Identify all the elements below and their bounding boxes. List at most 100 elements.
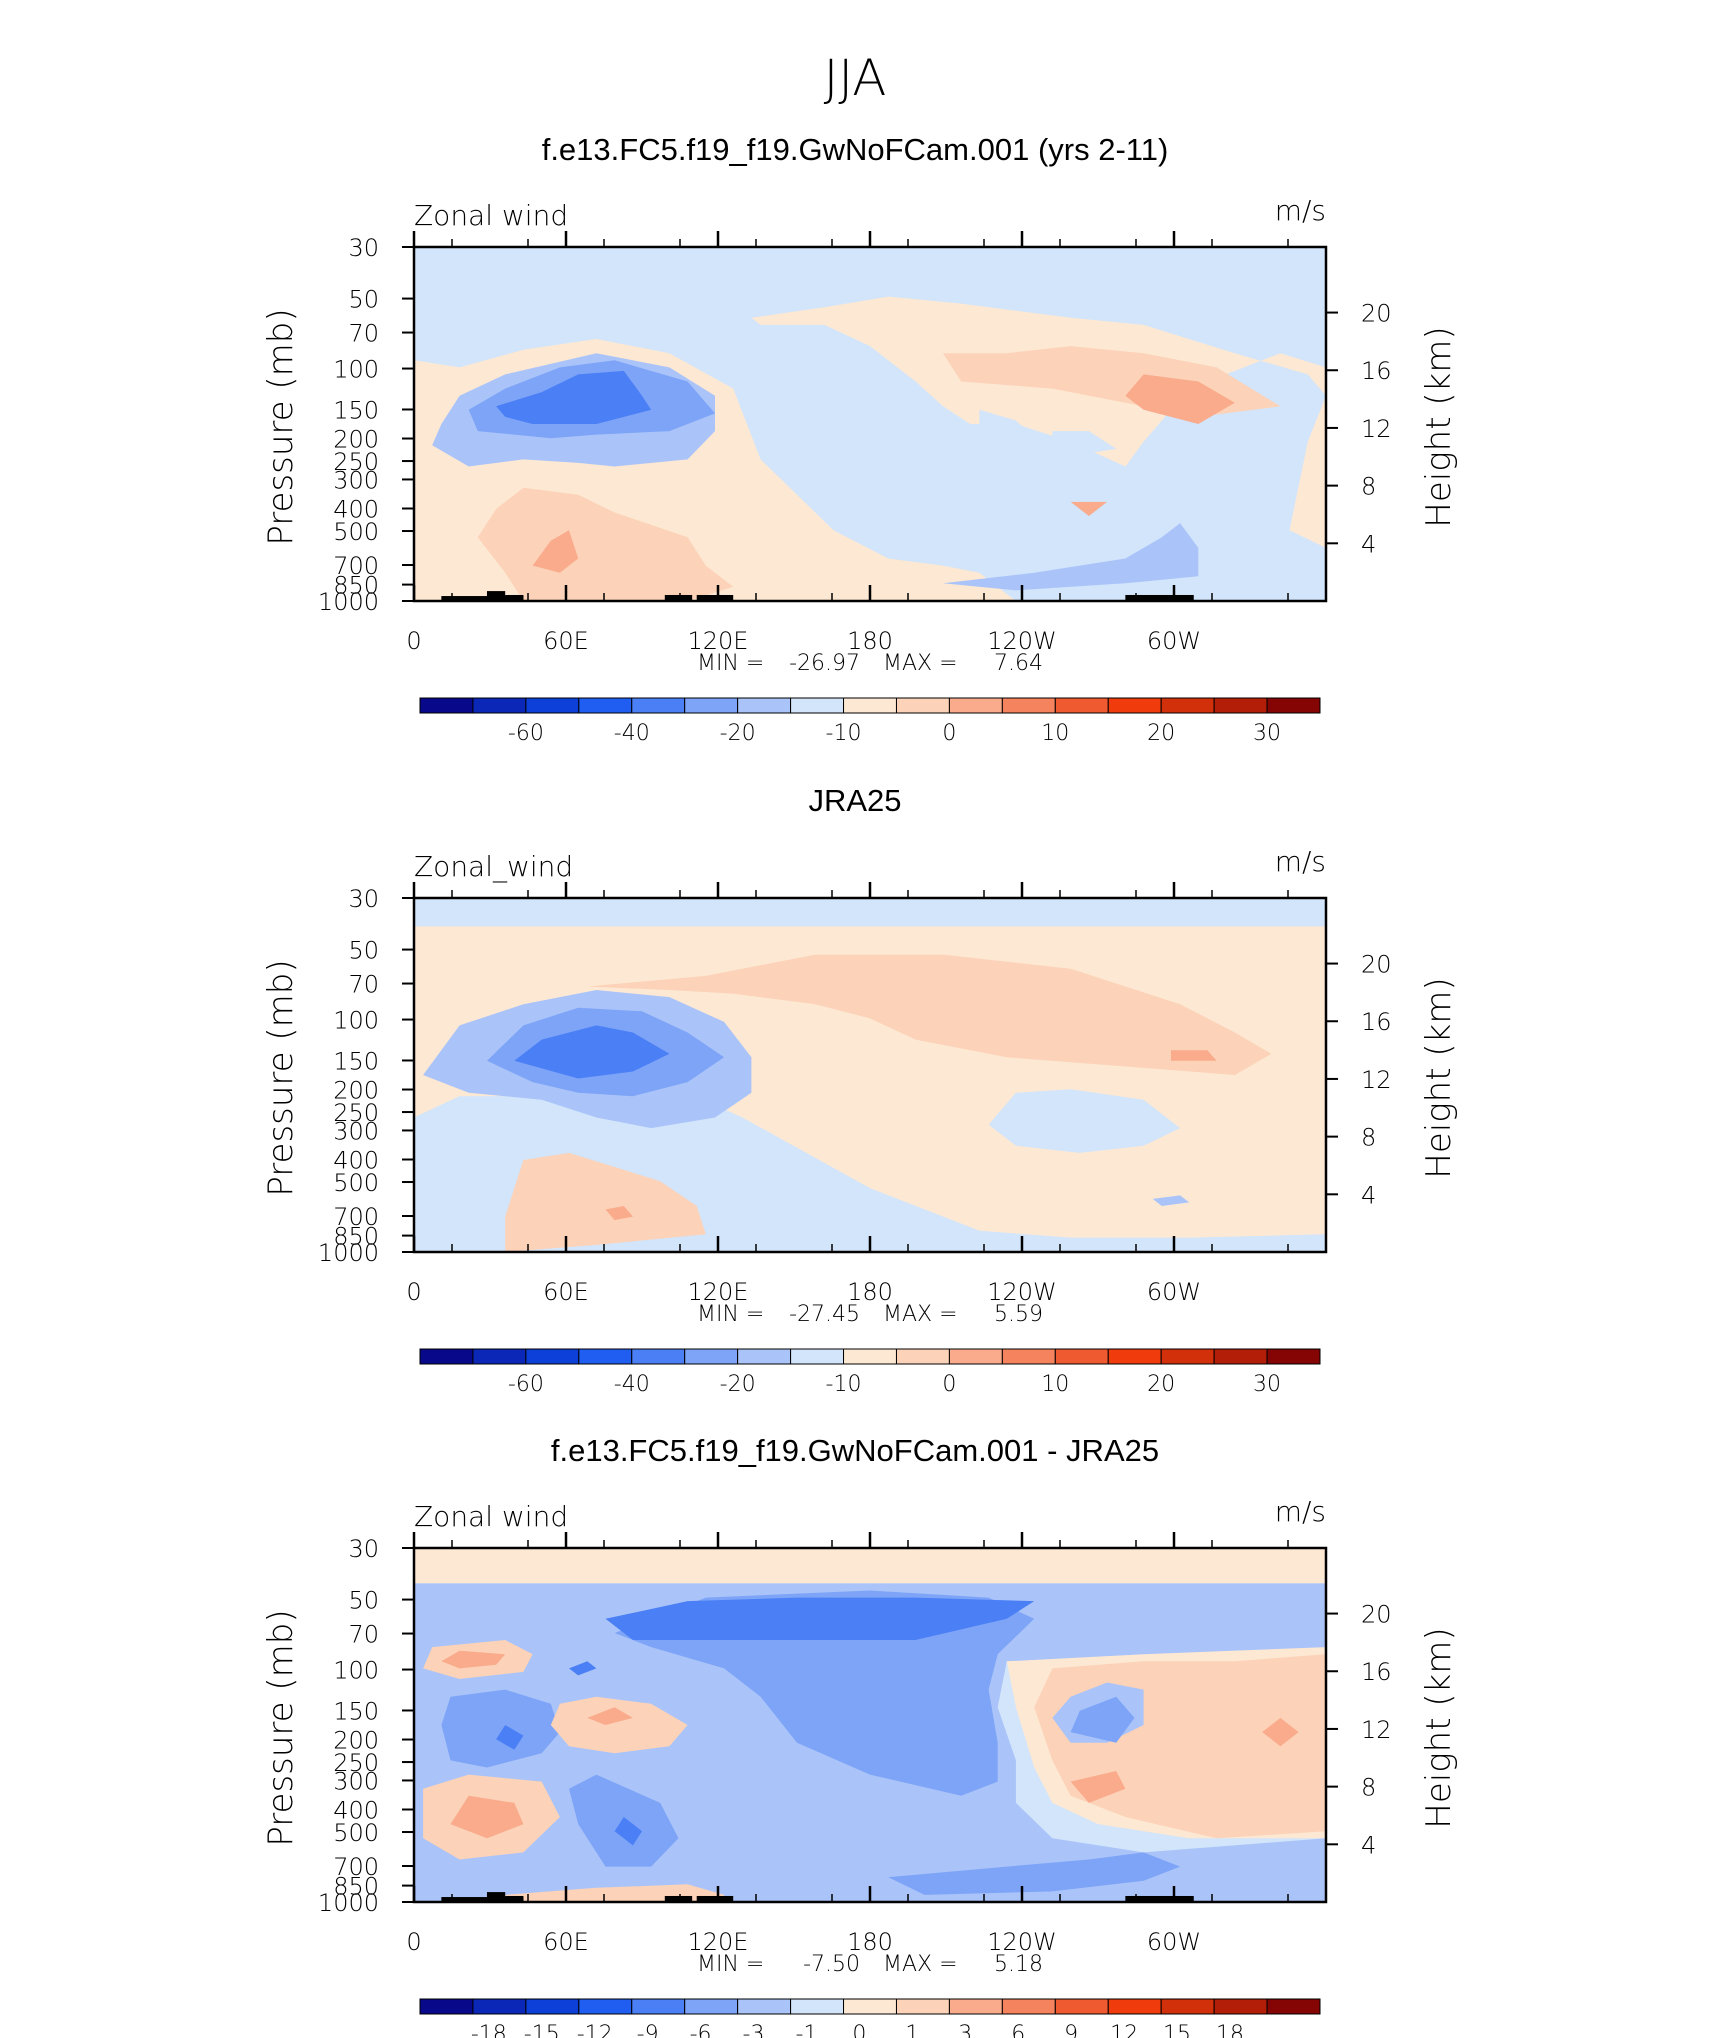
pressure-tick-label: 300 bbox=[333, 466, 379, 494]
figure-title: JJA bbox=[824, 49, 887, 107]
colorbar-label: -60 bbox=[508, 1372, 544, 1397]
colorbar-swatch bbox=[1213, 1998, 1268, 2015]
colorbar-label: 30 bbox=[1253, 1372, 1281, 1397]
contour-region bbox=[441, 1689, 560, 1768]
colorbar-swatch bbox=[1001, 697, 1056, 714]
contour-region bbox=[441, 1650, 506, 1669]
pressure-tick-label: 200 bbox=[333, 1727, 379, 1755]
colorbar-swatch bbox=[472, 1348, 527, 1365]
pressure-tick-label: 100 bbox=[333, 356, 379, 384]
max-value: 5.59 bbox=[994, 1302, 1043, 1327]
contour-region bbox=[514, 1025, 670, 1079]
lon-tick-label: 180 bbox=[847, 627, 893, 655]
height-tick-label: 16 bbox=[1361, 357, 1392, 385]
colorbar-swatch bbox=[631, 1998, 686, 2015]
height-axis-label: Height (km) bbox=[1419, 326, 1459, 527]
colorbar-label: -18 bbox=[471, 2022, 507, 2038]
contour-region bbox=[614, 1817, 642, 1846]
contour-region bbox=[943, 523, 1199, 591]
lon-tick-label: 60E bbox=[543, 1278, 589, 1306]
colorbar-swatch bbox=[737, 697, 792, 714]
colorbar-swatch bbox=[684, 1348, 739, 1365]
colorbar-swatch bbox=[684, 697, 739, 714]
height-tick-label: 4 bbox=[1361, 1831, 1376, 1859]
lon-tick-label: 180 bbox=[847, 1928, 893, 1956]
lon-tick-label: 180 bbox=[847, 1278, 893, 1306]
colorbar-swatch bbox=[419, 1348, 474, 1365]
colorbar-label: 20 bbox=[1147, 1372, 1175, 1397]
pressure-tick-label: 100 bbox=[333, 1657, 379, 1685]
pressure-tick-label: 850 bbox=[333, 572, 379, 600]
pressure-tick-label: 100 bbox=[333, 1007, 379, 1035]
max-label: MAX = bbox=[883, 651, 958, 676]
max-value: 5.18 bbox=[994, 1952, 1043, 1977]
pressure-tick-label: 700 bbox=[333, 1853, 379, 1881]
pressure-tick-label: 50 bbox=[348, 1587, 379, 1615]
lon-tick-label: 120E bbox=[688, 627, 749, 655]
colorbar-swatch bbox=[525, 697, 580, 714]
pressure-tick-label: 500 bbox=[333, 1819, 379, 1847]
topography-mask bbox=[664, 594, 693, 601]
lon-tick-label: 60W bbox=[1147, 1928, 1201, 1956]
pressure-tick-label: 1000 bbox=[318, 588, 379, 616]
contour-region bbox=[496, 1725, 524, 1750]
contour-region bbox=[550, 1696, 688, 1754]
height-axis-label: Height (km) bbox=[1419, 977, 1459, 1178]
contour-region bbox=[532, 530, 579, 573]
colorbar-swatch bbox=[790, 1998, 845, 2015]
pressure-tick-label: 1000 bbox=[318, 1239, 379, 1267]
contour-region bbox=[614, 1590, 1035, 1796]
pressure-tick-label: 400 bbox=[333, 1146, 379, 1174]
pressure-tick-label: 30 bbox=[348, 1535, 379, 1563]
height-tick-label: 20 bbox=[1361, 1601, 1392, 1629]
lon-tick-label: 120W bbox=[987, 1928, 1057, 1956]
colorbar-swatch bbox=[578, 1998, 633, 2015]
colorbar-label: 10 bbox=[1041, 1372, 1069, 1397]
panel-variable-label: Zonal wind bbox=[414, 1500, 568, 1533]
panel-3: f.e13.FC5.f19_f19.GwNoFCam.001 - JRA25 Zo… bbox=[261, 1433, 1459, 2038]
contour-fill bbox=[414, 247, 1326, 601]
pressure-tick-label: 250 bbox=[333, 1749, 379, 1777]
colorbar-swatch bbox=[525, 1998, 580, 2015]
height-axis-label: Height (km) bbox=[1419, 1627, 1459, 1828]
contour-region bbox=[505, 1152, 706, 1252]
topography-mask bbox=[1125, 594, 1194, 601]
pressure-tick-label: 200 bbox=[333, 426, 379, 454]
colorbar-label: 10 bbox=[1041, 721, 1069, 746]
colorbar-swatch bbox=[843, 1998, 897, 2015]
contour-region bbox=[496, 370, 652, 424]
contour-region bbox=[569, 1661, 597, 1676]
contour-region bbox=[751, 296, 1326, 548]
colorbar-swatch bbox=[472, 697, 527, 714]
colorbar-swatch bbox=[1054, 1348, 1109, 1365]
lon-tick-label: 0 bbox=[406, 1928, 421, 1956]
colorbar-label: 20 bbox=[1147, 721, 1175, 746]
panel-units: m/s bbox=[1275, 1495, 1326, 1528]
colorbar-swatch bbox=[472, 1998, 527, 2015]
colorbar-label: -6 bbox=[690, 2022, 712, 2038]
pressure-tick-label: 200 bbox=[333, 1077, 379, 1105]
min-value: -7.50 bbox=[803, 1952, 860, 1977]
height-tick-label: 12 bbox=[1361, 1066, 1392, 1094]
pressure-tick-label: 400 bbox=[333, 1796, 379, 1824]
panel-1: f.e13.FC5.f19_f19.GwNoFCam.001 (yrs 2-11… bbox=[261, 132, 1459, 746]
contour-region bbox=[1070, 501, 1108, 516]
colorbar-swatch bbox=[631, 1348, 686, 1365]
pressure-tick-label: 250 bbox=[333, 448, 379, 476]
pressure-tick-label: 30 bbox=[348, 234, 379, 262]
height-tick-label: 8 bbox=[1361, 473, 1376, 501]
pressure-tick-label: 150 bbox=[333, 396, 379, 424]
colorbar-swatch bbox=[684, 1998, 739, 2015]
colorbar-swatch bbox=[1213, 1348, 1268, 1365]
contour-region bbox=[605, 1597, 1035, 1640]
pressure-axis-label: Pressure (mb) bbox=[261, 959, 301, 1196]
height-tick-label: 12 bbox=[1361, 1716, 1392, 1744]
colorbar-swatch bbox=[1160, 1998, 1215, 2015]
colorbar-swatch bbox=[1054, 697, 1109, 714]
lon-tick-label: 60W bbox=[1147, 627, 1201, 655]
pressure-tick-label: 50 bbox=[348, 937, 379, 965]
contour-region bbox=[1152, 1195, 1190, 1206]
panels: f.e13.FC5.f19_f19.GwNoFCam.001 (yrs 2-11… bbox=[261, 132, 1459, 2038]
lon-tick-label: 120E bbox=[688, 1928, 749, 1956]
pressure-tick-label: 1000 bbox=[318, 1889, 379, 1917]
